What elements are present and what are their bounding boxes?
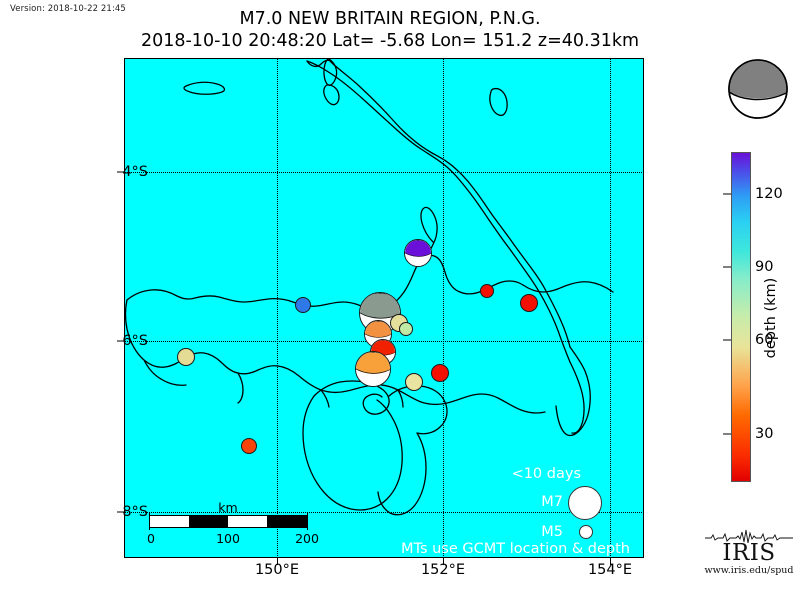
ytick-mark-8S [117, 511, 124, 513]
scale-bar [149, 515, 307, 528]
scalebar-end-left [149, 512, 150, 530]
iris-logo[interactable]: IRIS www.iris.edu/spud [703, 528, 795, 586]
ytick-label-6S: 6°S [122, 333, 148, 349]
legend-m5-label: M5 [541, 524, 563, 540]
scalebar-seg-2 [189, 516, 228, 527]
iris-wordmark: IRIS [722, 540, 776, 566]
ytick-mark-4S [117, 171, 124, 173]
scalebar-tick-0: 0 [147, 531, 155, 546]
colorbar-label-30: 30 [755, 426, 774, 442]
title-line-1: M7.0 NEW BRITAIN REGION, P.N.G. [239, 9, 541, 29]
iris-url: www.iris.edu/spud [704, 565, 794, 576]
earthquake-marker[interactable] [177, 348, 195, 366]
scalebar-unit-label: km [218, 500, 238, 515]
earthquake-marker[interactable] [520, 294, 538, 312]
scalebar-seg-3 [228, 516, 267, 527]
colorbar-title: depth (km) [763, 277, 779, 359]
quake-clip [125, 59, 643, 557]
earthquake-beachball-marker[interactable] [404, 239, 432, 267]
gcmt-footnote: MTs use GCMT location & depth [400, 541, 630, 557]
page-title: M7.0 NEW BRITAIN REGION, P.N.G. 2018-10-… [90, 8, 690, 52]
colorbar-label-90: 90 [755, 259, 774, 275]
version-label: Version: 2018-10-22 21:45 [10, 4, 126, 14]
scalebar-seg-4 [267, 516, 306, 527]
coastline-layer [125, 59, 614, 516]
colorbar-tick-90 [723, 266, 731, 268]
colorbar-tick-30 [723, 433, 731, 435]
earthquake-marker[interactable] [399, 322, 413, 336]
xtick-label-154E: 154°E [587, 562, 633, 578]
title-line-2: 2018-10-10 20:48:20 Lat= -5.68 Lon= 151.… [140, 31, 640, 51]
earthquake-marker[interactable] [241, 438, 257, 454]
xtick-label-150E: 150°E [254, 562, 300, 578]
focal-mechanism-beachball [727, 58, 789, 120]
colorbar-label-120: 120 [755, 186, 783, 202]
ytick-mark-6S [117, 340, 124, 342]
xtick-mark-150E [277, 558, 278, 565]
depth-colorbar [731, 152, 751, 482]
xtick-label-152E: 152°E [420, 562, 466, 578]
xtick-mark-152E [443, 558, 444, 565]
xtick-mark-154E [610, 558, 611, 565]
earthquake-marker[interactable] [431, 364, 449, 382]
legend-m5-symbol [579, 525, 593, 539]
scalebar-end-right [307, 512, 308, 530]
earthquake-beachball-marker[interactable] [355, 351, 391, 387]
scalebar-tick-100: 100 [216, 531, 240, 546]
ytick-label-4S: 4°S [122, 164, 148, 180]
ytick-label-8S: 8°S [122, 504, 148, 520]
legend-m7-label: M7 [541, 494, 563, 510]
earthquake-marker[interactable] [480, 284, 494, 298]
earthquake-marker[interactable] [405, 373, 423, 391]
colorbar-tick-60 [723, 339, 731, 341]
scalebar-tick-200: 200 [295, 531, 319, 546]
seismogram-icon [703, 528, 795, 544]
colorbar-tick-120 [723, 193, 731, 195]
legend-m7-symbol [568, 486, 602, 520]
scalebar-seg-1 [150, 516, 189, 527]
colorbar-label-60: 60 [755, 332, 774, 348]
earthquake-marker[interactable] [295, 297, 311, 313]
legend-recency-label: <10 days [511, 466, 581, 482]
